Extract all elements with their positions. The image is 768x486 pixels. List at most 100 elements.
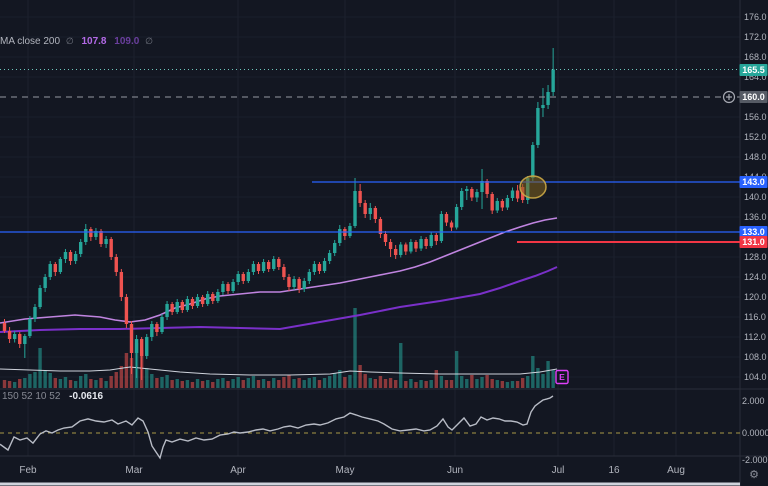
price-tick-label[interactable]: 148.0 — [744, 152, 767, 162]
visibility-toggle-icon[interactable]: ∅ — [65, 36, 74, 46]
volume-bar — [114, 372, 118, 388]
volume-bar — [505, 382, 510, 388]
ellipse-drawing[interactable] — [519, 175, 547, 199]
volume-bar — [358, 365, 362, 388]
price-tick-label[interactable]: 156.0 — [744, 112, 767, 122]
volume-bar — [231, 379, 235, 388]
price-tick-label[interactable]: 176.0 — [744, 12, 767, 22]
time-axis-label[interactable]: 16 — [608, 465, 620, 476]
sma-light-line — [0, 217, 558, 324]
candle-body — [317, 264, 322, 271]
price-tick-label[interactable]: 116.0 — [744, 312, 766, 322]
volume-bar — [409, 379, 413, 388]
volume-bar — [226, 381, 230, 388]
alert-price-badge — [739, 91, 768, 103]
candle-body — [353, 191, 357, 226]
alert-price-badge-label: 160.0 — [742, 92, 765, 102]
price-tick-label[interactable]: 168.0 — [744, 52, 767, 62]
price-tick-label[interactable]: 136.0 — [744, 212, 767, 222]
volume-bar — [429, 380, 433, 388]
time-axis-label[interactable]: Feb — [19, 465, 37, 476]
volume-bar — [465, 379, 469, 388]
volume-bar — [241, 380, 245, 388]
price-tick-label[interactable]: 164.0 — [744, 72, 767, 82]
candle-body — [23, 336, 27, 344]
candle-body — [302, 281, 306, 289]
volume-bar — [307, 378, 311, 388]
price-tick-label[interactable]: 180.0 — [744, 0, 767, 2]
price-tick-label[interactable]: 152.0 — [744, 132, 767, 142]
candle-body — [261, 262, 266, 271]
volume-bar — [200, 381, 205, 388]
time-axis-label[interactable]: Aug — [667, 465, 685, 476]
candle-body — [454, 207, 459, 228]
price-tick-label[interactable]: 140.0 — [744, 192, 767, 202]
candle-body — [150, 324, 154, 337]
bottom-scrollbar-strip[interactable] — [0, 482, 740, 486]
candle-body — [480, 181, 484, 192]
volume-bar — [79, 376, 83, 388]
candle-body — [485, 181, 489, 194]
price-tick-label[interactable]: 104.0 — [744, 372, 767, 382]
oscillator-tick-label[interactable]: 2.000 — [742, 396, 765, 406]
candle-body — [236, 274, 240, 282]
candle-body — [165, 304, 169, 317]
volume-bar — [266, 381, 271, 388]
candle-body — [465, 189, 469, 191]
volume-bar — [43, 370, 47, 388]
price-tick-label[interactable]: 112.0 — [744, 332, 766, 342]
level-143-badge-label: 143.0 — [742, 177, 765, 187]
volume-bar — [73, 381, 78, 388]
candle-body — [327, 253, 332, 261]
price-tick-label[interactable]: 108.0 — [744, 352, 767, 362]
time-axis-label[interactable]: Jun — [447, 465, 463, 476]
settings-gear-icon[interactable]: ⚙ — [749, 469, 759, 481]
volume-bar — [495, 380, 499, 388]
price-tick-label[interactable]: 124.0 — [744, 272, 767, 282]
volume-bar — [155, 378, 159, 388]
volume-bar — [119, 366, 124, 388]
candle-body — [145, 337, 149, 356]
candle-body — [460, 191, 464, 207]
time-axis-label[interactable]: Jul — [552, 465, 565, 476]
volume-bar — [444, 380, 449, 388]
volume-bar — [94, 380, 98, 388]
oscillator-tick-label[interactable]: -2.000 — [742, 455, 768, 465]
volume-bar — [38, 348, 42, 388]
candle-body — [368, 208, 372, 214]
time-axis-label[interactable]: Apr — [230, 465, 246, 476]
price-tick-label[interactable]: 120.0 — [744, 292, 767, 302]
add-alert-icon[interactable] — [722, 90, 736, 104]
earnings-badge-label: E — [559, 372, 565, 382]
indicator-legend[interactable]: MA close 200 ∅ 107.8 109.0 ∅ — [0, 36, 156, 47]
price-tick-label[interactable]: 172.0 — [744, 32, 767, 42]
price-tick-label[interactable]: 128.0 — [744, 252, 767, 262]
candle-body — [419, 239, 423, 249]
candle-body — [287, 277, 291, 287]
candle-body — [109, 239, 113, 257]
volume-bar — [145, 368, 149, 388]
volume-bar — [287, 375, 291, 388]
volume-bar — [104, 381, 108, 388]
volume-bar — [211, 382, 215, 388]
candle-body — [541, 105, 545, 108]
candle-body — [470, 189, 474, 198]
time-axis-label[interactable]: May — [336, 465, 355, 476]
volume-bar — [18, 379, 22, 388]
candle-body — [490, 194, 494, 211]
volume-bar — [460, 376, 464, 388]
volume-bar — [195, 379, 200, 388]
time-axis-label[interactable]: Mar — [125, 465, 143, 476]
oscillator-tick-label[interactable]: 0.0000 — [742, 428, 768, 438]
volume-bar — [399, 343, 403, 388]
earnings-badge[interactable] — [555, 369, 569, 385]
volume-bar — [150, 374, 154, 388]
volume-bar — [454, 351, 459, 388]
visibility-toggle-icon[interactable]: ∅ — [145, 36, 153, 46]
oscillator-legend[interactable]: 150 52 10 52 -0.0616 — [2, 391, 103, 402]
volume-bar — [302, 380, 306, 388]
candle-body — [439, 214, 444, 241]
volume-bar — [490, 379, 494, 388]
sma-dark-line — [0, 266, 558, 333]
